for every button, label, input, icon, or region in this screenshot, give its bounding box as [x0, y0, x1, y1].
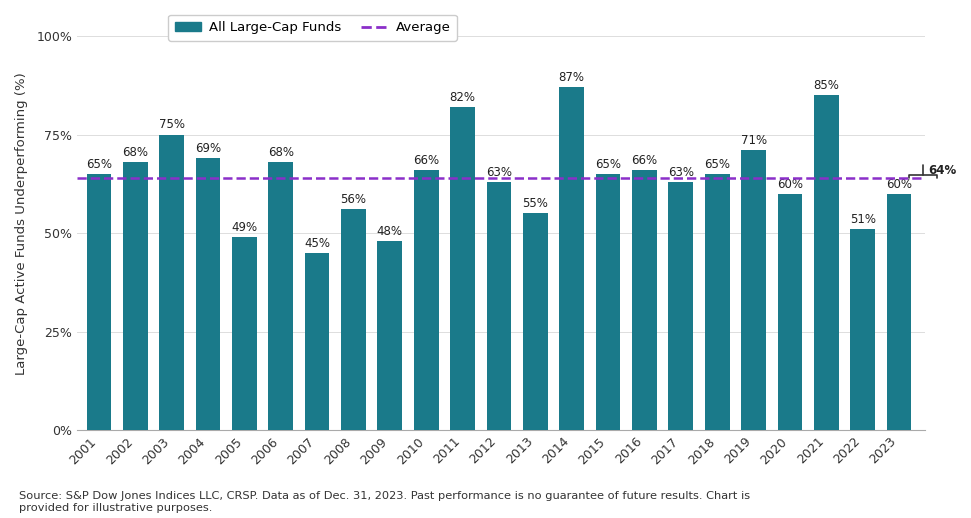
Bar	[851, 229, 875, 430]
Text: 82%: 82%	[450, 91, 476, 104]
Bar	[632, 170, 656, 430]
Bar	[559, 88, 585, 430]
Y-axis label: Large-Cap Active Funds Underperforming (%): Large-Cap Active Funds Underperforming (…	[15, 72, 28, 375]
Text: 51%: 51%	[850, 213, 876, 226]
Text: 65%: 65%	[85, 158, 112, 171]
Bar	[123, 162, 148, 430]
Text: 71%: 71%	[741, 134, 767, 147]
Text: 49%: 49%	[231, 221, 257, 234]
Bar	[414, 170, 439, 430]
Bar	[305, 253, 329, 430]
Bar	[705, 174, 729, 430]
Bar	[668, 182, 693, 430]
Bar	[268, 162, 293, 430]
Text: 85%: 85%	[814, 79, 839, 92]
Bar	[596, 174, 620, 430]
Bar	[159, 135, 184, 430]
Text: 66%: 66%	[414, 154, 439, 167]
Text: 65%: 65%	[595, 158, 621, 171]
Bar	[378, 241, 402, 430]
Text: 63%: 63%	[486, 166, 512, 179]
Bar	[86, 174, 112, 430]
Text: 69%: 69%	[195, 142, 221, 155]
Text: 56%: 56%	[341, 193, 366, 206]
Bar	[341, 209, 366, 430]
Text: 48%: 48%	[377, 225, 403, 238]
Bar	[887, 194, 912, 430]
Text: 64%: 64%	[928, 164, 956, 177]
Text: Source: S&P Dow Jones Indices LLC, CRSP. Data as of Dec. 31, 2023. Past performa: Source: S&P Dow Jones Indices LLC, CRSP.…	[19, 491, 751, 513]
Text: 60%: 60%	[777, 178, 803, 191]
Bar	[814, 95, 839, 430]
Text: 65%: 65%	[704, 158, 730, 171]
Bar	[486, 182, 512, 430]
Text: 55%: 55%	[522, 197, 549, 210]
Bar	[451, 107, 475, 430]
Bar	[232, 237, 256, 430]
Bar	[523, 213, 548, 430]
Text: 60%: 60%	[887, 178, 912, 191]
Text: 75%: 75%	[158, 119, 184, 132]
Legend: All Large-Cap Funds, Average: All Large-Cap Funds, Average	[168, 15, 457, 41]
Text: 66%: 66%	[631, 154, 657, 167]
Text: 45%: 45%	[304, 237, 330, 250]
Text: 63%: 63%	[668, 166, 694, 179]
Bar	[195, 158, 220, 430]
Bar	[741, 150, 766, 430]
Text: 68%: 68%	[268, 146, 294, 159]
Text: 68%: 68%	[122, 146, 149, 159]
Bar	[778, 194, 802, 430]
Text: 87%: 87%	[558, 71, 585, 84]
